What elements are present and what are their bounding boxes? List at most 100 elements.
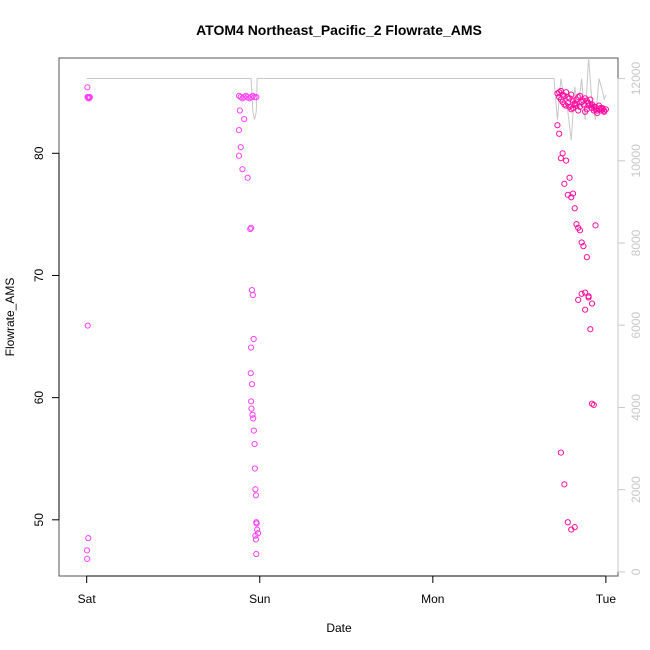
data-point — [568, 106, 575, 113]
chart-title: ATOM4 Northeast_Pacific_2 Flowrate_AMS — [196, 22, 482, 38]
data-point — [561, 101, 568, 108]
data-point — [585, 100, 592, 107]
data-point — [561, 180, 568, 187]
data-point — [251, 440, 258, 448]
data-point — [248, 344, 255, 351]
data-point — [248, 398, 255, 405]
plot-area: Sat Sun Mon Tue 50 60 70 80 0 2000 4000 6000 8000 100… — [32, 57, 643, 606]
data-point — [249, 291, 256, 299]
data-point — [576, 227, 584, 234]
y2-tick-label: 0 — [629, 568, 643, 575]
data-point — [554, 122, 561, 129]
data-point — [569, 190, 577, 197]
x-tick-label: Tue — [596, 592, 617, 606]
data-point — [583, 254, 590, 261]
y-tick-label: 70 — [32, 268, 46, 282]
data-point — [575, 93, 582, 101]
x-tick-label: Sat — [78, 592, 97, 606]
data-point — [250, 427, 257, 434]
data-point — [562, 157, 570, 164]
data-point — [250, 335, 257, 343]
data-point — [253, 520, 260, 527]
data-point — [582, 306, 589, 313]
y2-tick-label: 4000 — [629, 394, 643, 421]
y-tick-label: 50 — [32, 513, 46, 527]
data-point — [571, 524, 578, 531]
plot-frame — [58, 57, 619, 577]
data-point — [578, 239, 585, 246]
data-point — [250, 415, 257, 422]
data-point — [595, 106, 603, 113]
y2-tick-label: 12000 — [629, 62, 643, 96]
data-point — [571, 101, 578, 108]
data-point — [252, 532, 259, 539]
data-point — [235, 152, 243, 159]
data-point — [592, 222, 599, 229]
data-point — [568, 194, 575, 201]
data-point — [575, 296, 582, 303]
data-point — [580, 243, 587, 250]
y2-tick-label: 10000 — [629, 144, 643, 178]
data-point — [251, 465, 259, 472]
data-point — [568, 91, 575, 98]
data-point — [248, 287, 256, 294]
data-point — [564, 519, 571, 526]
data-point — [237, 144, 244, 151]
data-point — [585, 294, 592, 301]
data-point — [84, 322, 91, 329]
data-point — [576, 92, 584, 99]
data-point — [253, 93, 260, 101]
data-point — [83, 547, 91, 554]
y-axis-title: Flowrate_AMS — [3, 278, 17, 357]
data-point — [86, 93, 93, 101]
y-tick-label: 60 — [32, 391, 46, 405]
data-point — [253, 550, 260, 558]
series-line-0 — [86, 57, 607, 141]
data-point — [578, 98, 585, 106]
data-point — [248, 381, 256, 388]
data-point — [236, 107, 243, 114]
data-point — [580, 97, 587, 104]
x-axis-title: Date — [326, 621, 352, 635]
data-point — [590, 401, 597, 409]
data-point — [587, 326, 594, 333]
y-tick-label: 80 — [32, 146, 46, 160]
data-point — [247, 370, 254, 377]
data-point — [588, 400, 596, 407]
data-point — [248, 405, 255, 412]
data-point — [244, 174, 251, 181]
data-point — [241, 115, 248, 123]
data-point — [248, 224, 255, 231]
data-point — [252, 486, 259, 493]
data-point — [84, 84, 91, 91]
data-point — [84, 555, 91, 563]
data-point — [601, 108, 608, 115]
data-point — [254, 526, 261, 533]
data-point — [559, 150, 566, 157]
x-tick-label: Mon — [421, 592, 444, 606]
data-point — [588, 300, 596, 307]
data-point — [249, 92, 256, 99]
data-point — [247, 225, 254, 233]
data-point — [587, 101, 594, 108]
data-point — [252, 536, 260, 543]
data-point — [557, 449, 564, 456]
data-point — [575, 107, 582, 114]
data-point — [582, 289, 589, 296]
data-point — [578, 290, 585, 297]
data-point — [85, 535, 92, 542]
data-point — [251, 93, 258, 101]
data-point — [566, 174, 573, 181]
data-point — [573, 221, 580, 228]
data-point — [235, 126, 243, 134]
data-point — [252, 492, 260, 499]
data-point — [571, 205, 578, 212]
data-point — [564, 100, 571, 107]
x-tick-label: Sun — [249, 592, 270, 606]
data-point — [556, 130, 563, 137]
y2-tick-label: 6000 — [629, 312, 643, 339]
y2-tick-label: 2000 — [629, 476, 643, 503]
data-point — [599, 104, 606, 112]
data-point — [249, 411, 256, 418]
